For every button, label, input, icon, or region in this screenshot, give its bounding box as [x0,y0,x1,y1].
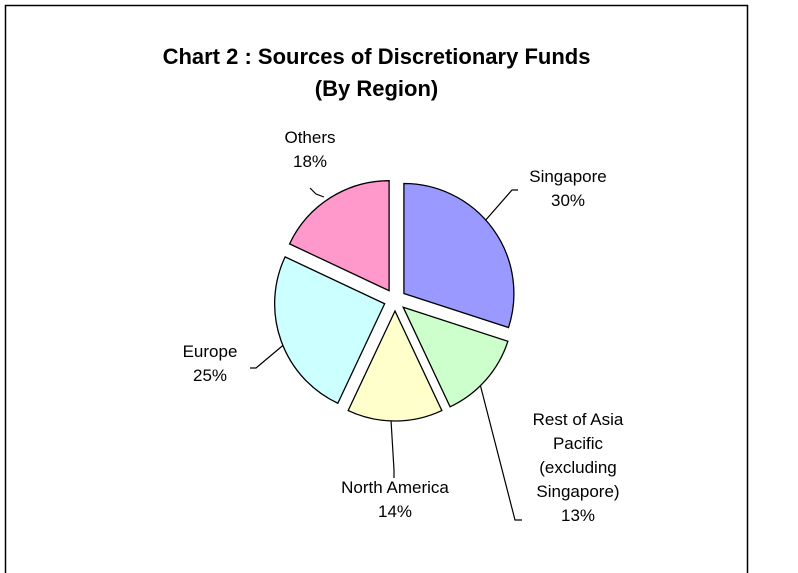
pie-slice [288,180,390,292]
leader-line [390,419,395,478]
chart-title: Chart 2 : Sources of Discretionary Funds [162,44,591,69]
leader-line [479,383,522,521]
leader-line [250,341,288,369]
value-label: 13% [560,506,596,525]
pie-slice [347,309,443,422]
category-label: Others [284,128,336,147]
category-label: North America [341,478,449,497]
pie-slice [402,306,509,408]
category-label: Singapore [529,167,607,186]
value-label: 18% [292,152,328,171]
slice-label: North America 14% [315,476,475,524]
pie-slice [274,256,386,405]
frame [4,4,749,573]
value-label: 30% [550,191,586,210]
slice-label: Europe 25% [160,340,260,388]
value-label: 25% [192,366,228,385]
slice-label: Singapore 30% [498,165,638,213]
value-label: 14% [377,502,413,521]
slice-label: Rest of Asia Pacific (excluding Singapor… [518,408,638,528]
pie-slice [403,182,515,329]
category-label: Rest of Asia Pacific (excluding Singapor… [532,410,624,501]
leader-line [309,187,325,198]
slice-label: Others 18% [260,126,360,174]
chart-subtitle: (By Region) [314,76,439,101]
category-label: Europe [182,342,238,361]
